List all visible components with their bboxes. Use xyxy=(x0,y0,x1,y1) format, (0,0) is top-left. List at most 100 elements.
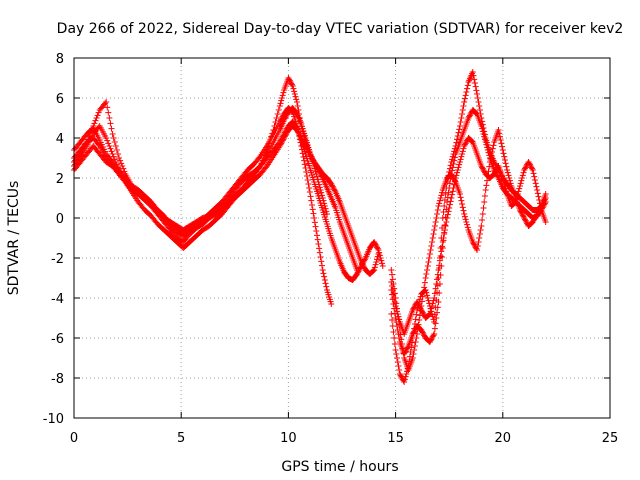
data-point xyxy=(397,372,404,379)
data-point xyxy=(107,120,114,127)
data-point xyxy=(426,255,433,261)
data-point xyxy=(489,149,496,155)
data-point xyxy=(396,316,403,323)
data-point xyxy=(437,195,444,201)
data-point xyxy=(417,305,424,312)
tick-labels: 0 5 10 15 20 25 -10 -8 -6 -4 -2 0 2 4 6 8 xyxy=(43,52,619,446)
data-point xyxy=(294,103,301,109)
data-point xyxy=(374,256,381,263)
data-point xyxy=(359,260,366,267)
data-point xyxy=(309,156,316,163)
data-point xyxy=(464,85,471,92)
data-point xyxy=(444,211,451,218)
data-point xyxy=(503,188,510,195)
data-point xyxy=(445,208,452,215)
data-point xyxy=(441,197,448,203)
data-point xyxy=(119,163,126,169)
data-point xyxy=(110,135,117,141)
data-point xyxy=(105,109,112,116)
data-point xyxy=(432,285,439,292)
plot-frame xyxy=(73,57,611,419)
y-tick-label: -8 xyxy=(51,372,64,387)
data-point xyxy=(519,172,526,179)
data-point xyxy=(519,211,526,217)
data-point xyxy=(288,81,295,88)
data-point xyxy=(537,203,544,210)
data-point xyxy=(466,112,473,119)
data-point xyxy=(392,303,399,309)
data-point xyxy=(481,131,488,138)
data-point xyxy=(531,173,538,180)
data-point xyxy=(504,169,511,176)
data-point xyxy=(306,189,313,195)
data-point xyxy=(444,194,451,201)
data-point xyxy=(520,169,527,176)
data-point xyxy=(475,99,482,105)
data-point xyxy=(411,325,418,332)
data-point xyxy=(331,186,338,193)
data-point xyxy=(451,178,458,185)
data-point xyxy=(376,252,383,259)
data-point xyxy=(523,219,530,225)
data-point xyxy=(447,198,454,205)
data-point xyxy=(464,221,471,228)
data-point xyxy=(299,128,306,135)
data-point xyxy=(459,201,466,207)
data-point xyxy=(469,239,476,245)
data-point xyxy=(293,124,300,130)
data-point xyxy=(426,311,433,318)
data-point xyxy=(369,268,376,275)
data-point xyxy=(516,185,523,192)
data-point xyxy=(118,160,125,167)
data-point xyxy=(309,206,316,213)
x-tick-label: 20 xyxy=(495,431,512,446)
data-point xyxy=(471,80,478,86)
data-point xyxy=(411,327,418,333)
data-point xyxy=(313,232,320,239)
data-point xyxy=(448,171,455,177)
data-point xyxy=(419,309,426,316)
data-point xyxy=(121,168,128,175)
data-point xyxy=(391,335,398,341)
data-point xyxy=(459,107,466,113)
data-point xyxy=(459,111,466,117)
data-point xyxy=(323,208,330,215)
data-point xyxy=(390,291,397,297)
data-point xyxy=(292,93,299,100)
data-point xyxy=(280,89,287,96)
data-point xyxy=(269,130,276,137)
data-point xyxy=(308,153,315,160)
data-point xyxy=(298,123,305,129)
data-point xyxy=(108,148,115,155)
data-point xyxy=(426,251,433,257)
data-point xyxy=(413,311,420,318)
data-point xyxy=(414,331,421,337)
data-point xyxy=(408,344,415,351)
grid-lines xyxy=(74,58,610,418)
data-point xyxy=(376,249,383,256)
data-point xyxy=(426,311,433,317)
data-point xyxy=(437,245,444,251)
data-point xyxy=(271,123,278,129)
data-point xyxy=(454,133,461,139)
data-point xyxy=(527,163,534,169)
data-point xyxy=(371,239,378,245)
data-point xyxy=(377,255,384,261)
data-point xyxy=(87,131,94,137)
data-point xyxy=(501,153,508,160)
data-point xyxy=(439,243,446,250)
data-point xyxy=(262,149,269,156)
data-point xyxy=(449,188,456,195)
data-point xyxy=(436,197,443,204)
data-point xyxy=(293,99,300,105)
data-point xyxy=(478,223,485,229)
data-point xyxy=(542,195,549,201)
data-point xyxy=(429,239,436,245)
data-point xyxy=(411,321,418,327)
data-point xyxy=(83,139,90,145)
data-point xyxy=(481,193,488,199)
data-point xyxy=(433,281,440,287)
data-point xyxy=(461,99,468,105)
data-point xyxy=(414,326,421,333)
data-point xyxy=(470,240,477,247)
